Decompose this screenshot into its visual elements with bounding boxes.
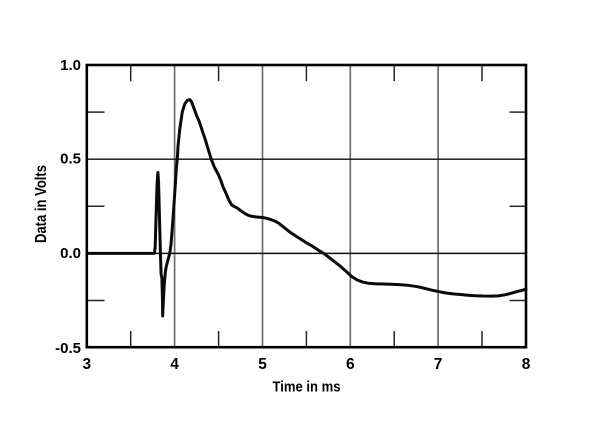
svg-text:3: 3 (82, 356, 91, 373)
svg-text:1.0: 1.0 (60, 57, 81, 74)
svg-text:8: 8 (522, 356, 531, 373)
svg-text:Data in Volts: Data in Volts (33, 165, 50, 243)
svg-text:0.0: 0.0 (60, 245, 81, 262)
svg-text:4: 4 (170, 356, 179, 373)
svg-text:-0.5: -0.5 (55, 340, 81, 357)
svg-text:Time in ms: Time in ms (273, 378, 341, 395)
svg-text:6: 6 (346, 356, 355, 373)
svg-text:5: 5 (258, 356, 267, 373)
svg-text:0.5: 0.5 (60, 151, 81, 168)
svg-text:7: 7 (434, 356, 443, 373)
